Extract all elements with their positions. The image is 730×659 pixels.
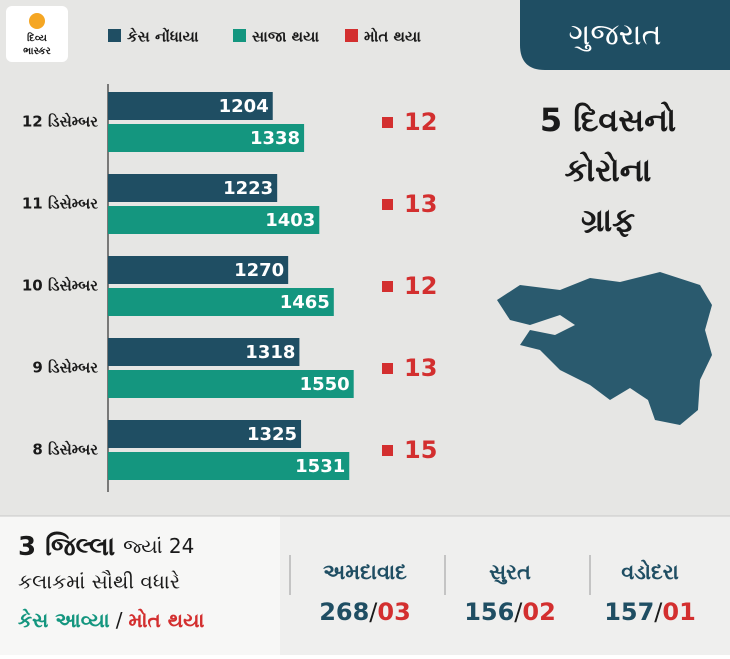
city-deaths: 01 <box>662 598 695 626</box>
bar <box>108 174 278 202</box>
bar-value: 1270 <box>234 260 284 281</box>
city-separator: / <box>514 598 523 626</box>
summary-title: કલાકમાં સૌથી વધારે <box>18 570 180 594</box>
legend-swatch <box>345 29 358 42</box>
death-value: 12 <box>404 272 437 300</box>
city-name: સુરત <box>489 560 531 585</box>
death-marker <box>382 199 393 210</box>
death-value: 13 <box>404 354 437 382</box>
brand-logo <box>6 6 68 62</box>
city-deaths: 03 <box>377 598 410 626</box>
legend-label: સાજા થયા <box>252 28 319 46</box>
brand-name: ભાસ્કર <box>23 46 51 57</box>
death-marker <box>382 281 393 292</box>
bar-value: 1531 <box>295 456 345 477</box>
state-badge <box>520 0 730 70</box>
side-title: કોરોના <box>565 151 652 189</box>
bar <box>108 338 300 366</box>
death-value: 13 <box>404 190 437 218</box>
death-value: 15 <box>404 436 437 464</box>
bar-value: 1338 <box>250 128 300 149</box>
city-name: વડોદરા <box>621 559 679 584</box>
category-label: 12 ડિસેમ્બર <box>22 111 98 130</box>
legend-label: મોત થયા <box>364 27 421 46</box>
gujarat-map <box>497 272 712 425</box>
side-title: 5 દિવસનો <box>540 101 676 139</box>
bar <box>108 124 305 152</box>
bar-value: 1550 <box>300 374 350 395</box>
bar-value: 1318 <box>245 342 295 363</box>
legend-label: કેસ નોંધાયા <box>127 26 199 45</box>
death-marker <box>382 117 393 128</box>
summary-title-bold: 3 જિલ્લા <box>18 532 115 562</box>
city-cases: 156 <box>464 598 514 626</box>
legend-swatch <box>233 29 246 42</box>
summary-title-panel <box>0 516 280 655</box>
city-separator: / <box>654 598 663 626</box>
death-marker <box>382 363 393 374</box>
category-label: 9 ડિસેમ્બર <box>32 357 98 376</box>
city-figures: 157/01 <box>604 598 696 626</box>
bar <box>108 256 289 284</box>
summary-legend-item: મોત થયા <box>128 608 204 632</box>
death-marker <box>382 445 393 456</box>
bar <box>108 92 273 120</box>
state-name: ગુજરાત <box>568 18 661 53</box>
bar <box>108 420 302 448</box>
bar <box>108 206 320 234</box>
bar <box>108 452 350 480</box>
bar-value: 1204 <box>219 96 269 117</box>
bar-value: 1325 <box>247 424 297 445</box>
side-title: ગ્રાફ <box>581 201 635 239</box>
city-name: અમદાવાદ <box>323 560 407 584</box>
category-label: 11 ડિસેમ્બર <box>22 193 98 212</box>
city-cases: 157 <box>604 598 654 626</box>
summary-legend: કેસ આવ્યા / મોત થયા <box>18 607 205 631</box>
death-value: 12 <box>404 108 437 136</box>
city-figures: 156/02 <box>464 598 556 626</box>
legend-swatch <box>108 29 121 42</box>
category-label: 8 ડિસેમ્બર <box>32 439 98 458</box>
brand-name: દિવ્ય <box>27 31 48 44</box>
summary-legend-item: કેસ આવ્યા <box>18 607 110 631</box>
brand-sun <box>29 13 45 29</box>
summary-title-rest: જ્યાં 24 <box>123 534 194 558</box>
city-cases: 268 <box>319 598 369 626</box>
summary-title: 3 જિલ્લા જ્યાં 24 <box>18 532 194 562</box>
city-figures: 268/03 <box>319 598 411 626</box>
summary-legend-item: / <box>116 608 123 632</box>
bar-value: 1465 <box>280 292 330 313</box>
bar-value: 1223 <box>223 178 273 199</box>
bar <box>108 288 334 316</box>
category-label: 10 ડિસેમ્બર <box>22 275 98 294</box>
bar-value: 1403 <box>265 210 315 231</box>
city-separator: / <box>369 598 378 626</box>
bar <box>108 370 354 398</box>
city-deaths: 02 <box>522 598 555 626</box>
